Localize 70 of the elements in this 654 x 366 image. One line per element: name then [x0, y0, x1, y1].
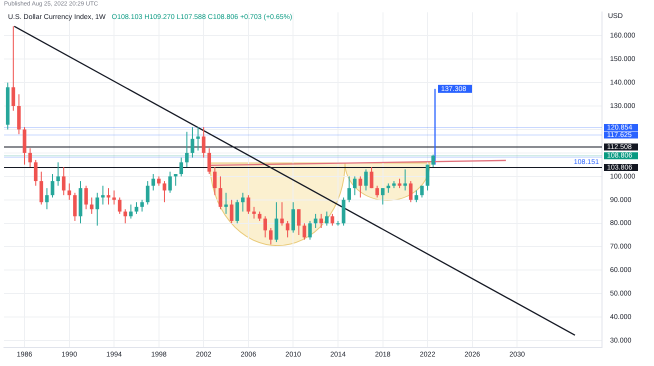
candlestick — [162, 180, 166, 203]
candlestick — [403, 168, 407, 191]
candlestick — [196, 126, 200, 152]
candlestick — [190, 126, 194, 158]
candlestick — [358, 176, 362, 198]
candlestick — [252, 206, 256, 220]
candlestick — [314, 213, 318, 228]
candlestick — [207, 148, 212, 175]
candlestick — [263, 216, 268, 238]
candlestick — [174, 174, 178, 186]
candlestick — [324, 211, 329, 226]
candlestick — [56, 162, 60, 186]
candlestick — [319, 213, 323, 228]
candlestick — [302, 222, 306, 240]
candlestick — [157, 176, 161, 186]
candlestick — [68, 182, 72, 200]
candlestick — [364, 168, 368, 191]
candlestick — [370, 166, 374, 189]
candlestick — [73, 192, 77, 222]
candlestick — [106, 188, 110, 206]
candlestick — [50, 174, 54, 198]
candlestick — [246, 194, 250, 214]
candlestick — [101, 185, 105, 206]
candlestick — [308, 220, 312, 240]
candlestick — [274, 202, 278, 243]
candlestick — [112, 190, 116, 206]
candlestick — [146, 180, 150, 206]
candlestick — [12, 26, 16, 112]
candlestick — [280, 202, 284, 226]
candlestick — [286, 220, 290, 238]
candlestick — [179, 157, 184, 177]
candlestick — [129, 204, 133, 220]
candlestick — [90, 196, 94, 214]
candlestick — [151, 174, 156, 191]
candlestick — [347, 176, 351, 203]
candlestick — [17, 94, 21, 135]
candlestick — [230, 199, 234, 224]
candlestick — [22, 126, 26, 166]
candlestick — [62, 166, 66, 196]
candlestick — [258, 211, 262, 222]
candlestick — [218, 176, 222, 210]
candlestick — [398, 178, 402, 189]
candlestick — [269, 227, 273, 245]
candlestick — [380, 188, 385, 206]
candlestick — [241, 192, 245, 212]
candlestick — [84, 185, 88, 210]
candlestick — [408, 180, 413, 203]
candlestick — [123, 208, 128, 224]
candlestick — [118, 196, 122, 214]
candlestick — [426, 164, 430, 191]
candlestick — [431, 154, 435, 168]
candlestick — [34, 159, 38, 186]
candlestick — [297, 208, 301, 236]
candlestick — [235, 199, 240, 224]
candlestick — [40, 171, 44, 206]
candlestick — [202, 126, 206, 158]
candlestick — [352, 176, 357, 196]
candlestick — [342, 196, 346, 226]
candlestick — [414, 190, 418, 203]
candlestick — [224, 192, 228, 214]
candlestick — [185, 131, 189, 168]
candlestick — [28, 148, 32, 168]
candlestick — [330, 213, 334, 226]
candlestick — [95, 192, 100, 226]
candlestick — [45, 188, 49, 210]
candlestick — [140, 199, 144, 212]
candlestick — [213, 166, 217, 196]
candlestick — [134, 202, 138, 214]
candlestick — [168, 171, 172, 194]
candlestick — [375, 185, 379, 198]
